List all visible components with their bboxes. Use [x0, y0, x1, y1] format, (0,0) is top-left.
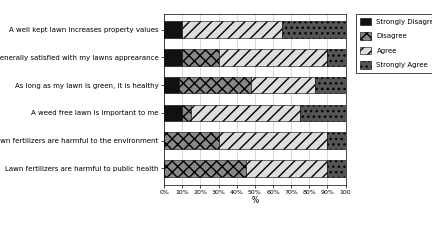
Bar: [182, 105, 191, 121]
Bar: [164, 77, 179, 93]
X-axis label: %: %: [251, 196, 258, 205]
Bar: [219, 132, 327, 149]
Bar: [219, 49, 327, 66]
Bar: [164, 21, 182, 38]
Bar: [182, 49, 219, 66]
Bar: [300, 105, 346, 121]
Bar: [164, 49, 182, 66]
Bar: [327, 132, 346, 149]
Bar: [182, 21, 282, 38]
Bar: [179, 77, 251, 93]
Bar: [327, 49, 346, 66]
Bar: [164, 132, 219, 149]
Bar: [246, 160, 327, 177]
Bar: [251, 77, 315, 93]
Bar: [191, 105, 300, 121]
Bar: [315, 77, 346, 93]
Bar: [282, 21, 346, 38]
Legend: Strongly Disagree, Disagree, Agree, Strongly Agree: Strongly Disagree, Disagree, Agree, Stro…: [356, 14, 432, 73]
Bar: [164, 160, 246, 177]
Bar: [164, 105, 182, 121]
Bar: [327, 160, 346, 177]
